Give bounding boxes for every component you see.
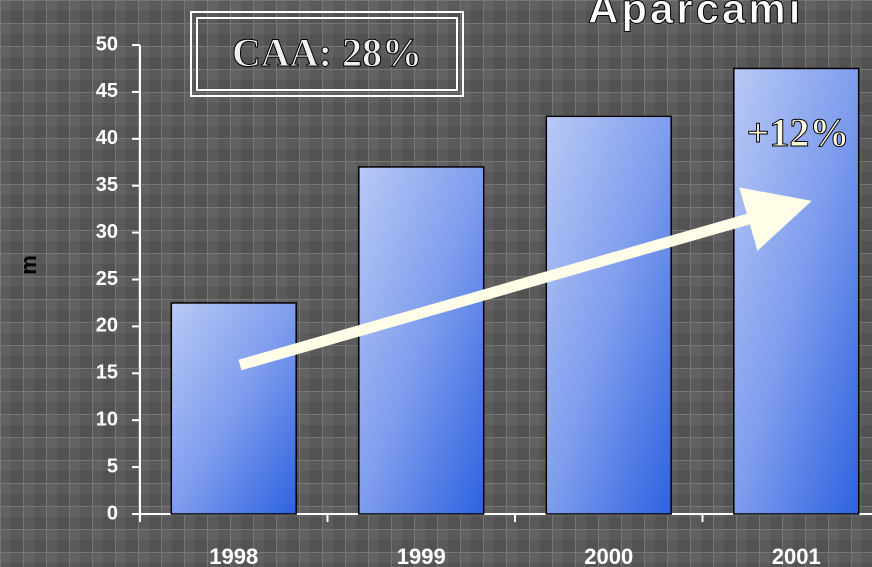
y-tick-label: 35 — [96, 174, 118, 196]
bar — [358, 166, 485, 515]
y-tick-label: 25 — [96, 268, 118, 290]
y-tick-label: 30 — [96, 221, 118, 243]
annotation-box-inner — [196, 17, 458, 91]
y-tick-label: 5 — [107, 455, 118, 477]
annotation: +12% — [747, 110, 850, 155]
y-tick-label: 15 — [96, 362, 118, 384]
x-tick-label: 2001 — [772, 544, 821, 567]
y-tick-label: 45 — [96, 80, 118, 102]
annotation: CAA: 28% — [232, 30, 422, 75]
bar — [545, 115, 672, 515]
y-tick-label: 40 — [96, 127, 118, 149]
annotation-box — [190, 11, 464, 97]
y-tick-label: 10 — [96, 408, 118, 430]
x-tick-label: 2000 — [584, 544, 633, 567]
plot: 0 5 10 15 20 25 30 35 40 45 50 1998 1999 2000 2001 — [96, 33, 872, 567]
chart-title: Aparcami — [588, 0, 803, 32]
bar — [170, 302, 297, 515]
y-tick-label: 0 — [107, 502, 118, 524]
trend-arrow — [238, 187, 812, 371]
bar — [733, 67, 860, 515]
x-tick-label: 1999 — [397, 544, 446, 567]
y-tick-label: 20 — [96, 315, 118, 337]
y-axis-label: m — [16, 255, 41, 275]
x-tick-label: 1998 — [209, 544, 258, 567]
y-tick-label: 50 — [96, 33, 118, 55]
